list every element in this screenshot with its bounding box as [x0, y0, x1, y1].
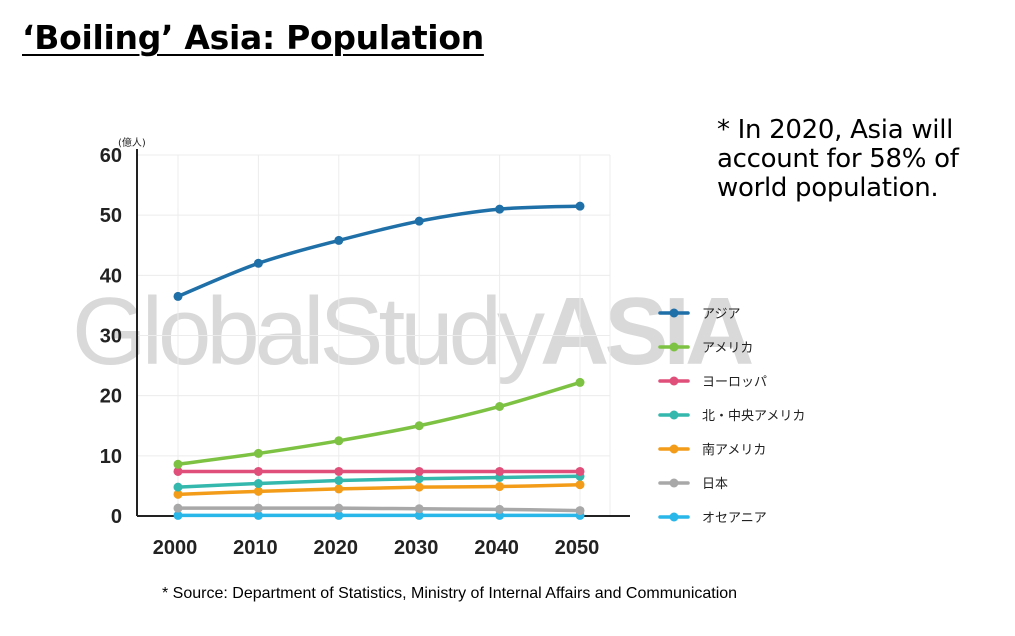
y-tick-label: 20 [100, 386, 122, 408]
y-tick-label: 40 [100, 265, 122, 287]
series [173, 201, 585, 520]
data-point [495, 504, 505, 514]
data-point [575, 201, 585, 211]
y-tick-label: 30 [100, 326, 122, 348]
data-point [334, 466, 344, 476]
data-point [334, 436, 344, 446]
data-point [334, 476, 344, 486]
source-note: * Source: Department of Statistics, Mini… [162, 585, 738, 602]
y-axis-unit-label: (億人) [118, 136, 146, 149]
data-point [575, 377, 585, 387]
data-point [495, 204, 505, 214]
legend-label: 日本 [702, 477, 728, 492]
legend-swatch-marker [669, 342, 679, 352]
legend-label: 南アメリカ [702, 442, 766, 458]
x-tick-label: 2030 [394, 537, 439, 559]
data-point [173, 291, 183, 301]
x-tick-label: 2040 [474, 537, 519, 559]
legend-label: アメリカ [702, 341, 753, 356]
data-point [173, 482, 183, 492]
data-point [414, 504, 424, 514]
data-point [414, 421, 424, 431]
data-point [575, 480, 585, 490]
data-point [414, 510, 424, 520]
data-point [414, 466, 424, 476]
data-point [575, 506, 585, 516]
data-point [173, 503, 183, 513]
legend-swatch-marker [669, 308, 679, 318]
data-point [253, 466, 263, 476]
watermark-bold: ASIA [540, 278, 752, 385]
data-point [253, 503, 263, 513]
svg-text:GlobalStudyASIA: GlobalStudyASIA [72, 278, 752, 385]
y-tick-label: 50 [100, 205, 122, 227]
legend-swatch-marker [669, 512, 679, 522]
legend-label: 北・中央アメリカ [702, 409, 805, 424]
data-point [334, 484, 344, 494]
data-point [495, 466, 505, 476]
data-point [173, 459, 183, 469]
y-tick-label: 60 [100, 145, 122, 167]
data-point [253, 510, 263, 520]
data-point [173, 489, 183, 499]
data-point [253, 448, 263, 458]
legend-label: ヨーロッパ [702, 375, 767, 390]
legend-label: オセアニア [702, 511, 767, 526]
legend-swatch-marker [669, 478, 679, 488]
watermark-light: GlobalStudy [72, 278, 545, 385]
data-point [495, 482, 505, 492]
data-point [414, 216, 424, 226]
population-note: * In 2020, Asia will account for 58% of … [717, 115, 959, 203]
x-tick-label: 2020 [314, 537, 359, 559]
data-point [253, 486, 263, 496]
series-line [176, 474, 582, 489]
data-point [414, 474, 424, 484]
watermark: GlobalStudyASIA [72, 278, 757, 385]
data-point [253, 479, 263, 489]
series-line [176, 482, 582, 497]
data-point [575, 466, 585, 476]
legend-swatch-marker [669, 410, 679, 420]
legend-swatch-marker [669, 376, 679, 386]
y-tick-label: 10 [100, 446, 122, 468]
legend-label: アジア [702, 307, 740, 322]
y-tick-label: 0 [111, 506, 122, 528]
data-point [173, 510, 183, 520]
series-line [176, 380, 582, 467]
x-tick-label: 2000 [153, 537, 198, 559]
x-tick-label: 2050 [555, 537, 600, 559]
legend-swatch-marker [669, 444, 679, 454]
x-tick-label: 2010 [233, 537, 278, 559]
data-point [334, 235, 344, 245]
data-point [495, 401, 505, 411]
grid [137, 154, 611, 516]
data-point [334, 510, 344, 520]
page-title: ‘Boiling’ Asia: Population [22, 18, 484, 57]
data-point [173, 466, 183, 476]
data-point [414, 482, 424, 492]
series-line [176, 506, 582, 513]
data-point [334, 503, 344, 513]
data-point [253, 258, 263, 268]
